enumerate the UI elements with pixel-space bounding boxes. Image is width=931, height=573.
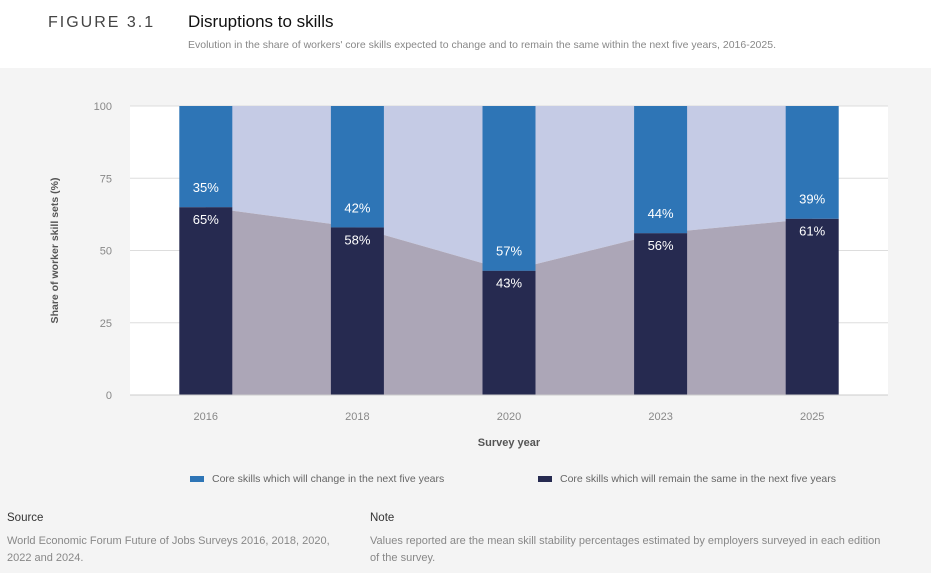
bar-change [179,106,233,208]
note-heading: Note [370,512,395,524]
chart-subtitle: Evolution in the share of workers' core … [188,39,776,51]
figure-label: FIGURE 3.1 [48,14,156,31]
x-tick-label: 2023 [648,411,672,423]
x-tick-label: 2016 [194,411,218,423]
legend-swatch [190,476,204,482]
y-tick-label: 100 [94,101,112,113]
bar-change [634,106,688,234]
chart-title: Disruptions to skills [188,12,334,31]
bar-remain [179,207,233,395]
bar-remain [634,233,688,395]
x-axis-title: Survey year [478,437,541,449]
legend-item-change: Core skills which will change in the nex… [190,473,444,485]
x-tick-label: 2018 [345,411,369,423]
data-label-change: 42% [344,200,370,215]
legend-label: Core skills which will change in the nex… [212,473,445,485]
bar-remain [482,270,536,395]
x-tick-label: 2020 [497,411,521,423]
data-label-remain: 43% [496,276,522,291]
y-tick-label: 50 [100,246,112,258]
data-label-remain: 58% [344,232,370,247]
legend-item-remain: Core skills which will remain the same i… [538,473,836,485]
note-text: Values reported are the mean skill stabi… [370,535,881,564]
bar-change [785,106,839,219]
y-tick-label: 0 [106,390,112,402]
y-tick-label: 25 [100,318,112,330]
x-tick-label: 2025 [800,411,824,423]
legend-label: Core skills which will remain the same i… [560,473,837,485]
legend-swatch [538,476,552,482]
y-axis-title: Share of worker skill sets (%) [49,178,61,324]
data-label-change: 44% [648,206,674,221]
data-label-change: 39% [799,192,825,207]
source-heading: Source [7,512,44,524]
source-text: World Economic Forum Future of Jobs Surv… [7,535,330,564]
bar-change [482,106,536,271]
data-label-remain: 65% [193,212,219,227]
bar-change [330,106,384,228]
data-label-change: 35% [193,180,219,195]
bar-remain [785,218,839,395]
bar-remain [330,227,384,395]
data-label-change: 57% [496,244,522,259]
data-label-remain: 61% [799,224,825,239]
y-tick-label: 75 [100,173,112,185]
data-label-remain: 56% [648,238,674,253]
